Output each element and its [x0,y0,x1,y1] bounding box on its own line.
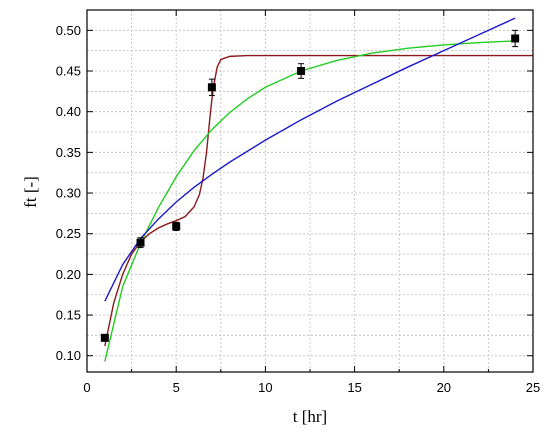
fit-curve-3 [104,17,516,302]
y-tick-label: 0.25 [56,226,81,241]
data-point [100,333,109,342]
x-axis-title: t [hr] [293,407,327,426]
y-tick-label: 0.40 [56,104,81,119]
y-tick-label: 0.30 [56,186,81,201]
y-tick-label: 0.50 [56,23,81,38]
data-point [136,238,145,247]
y-tick-label: 0.20 [56,267,81,282]
y-tick-label: 0.15 [56,308,81,323]
x-tick-label: 25 [526,380,540,395]
axes: 0 5 10 15 20 25 0.10 0.15 0.20 0.25 0.30 0.35 0.40 0.… [56,9,540,395]
y-tick-label: 0.10 [56,348,81,363]
x-tick-label: 5 [173,380,180,395]
data-point [207,83,216,92]
x-tick-label: 20 [437,380,451,395]
data-point [297,67,306,76]
x-tick-label: 10 [258,380,272,395]
grid [87,10,533,372]
x-tick-label: 0 [83,380,90,395]
y-axis-title: ft [-] [21,176,40,208]
y-tick-label: 0.45 [56,64,81,79]
x-tick-label: 15 [347,380,361,395]
fit-curves [104,17,533,362]
data-point [172,222,181,231]
data-point [511,34,520,43]
fit-curve-2 [104,40,516,362]
data-points [100,29,520,342]
fit-curve-1 [104,54,533,347]
y-tick-label: 0.35 [56,145,81,160]
